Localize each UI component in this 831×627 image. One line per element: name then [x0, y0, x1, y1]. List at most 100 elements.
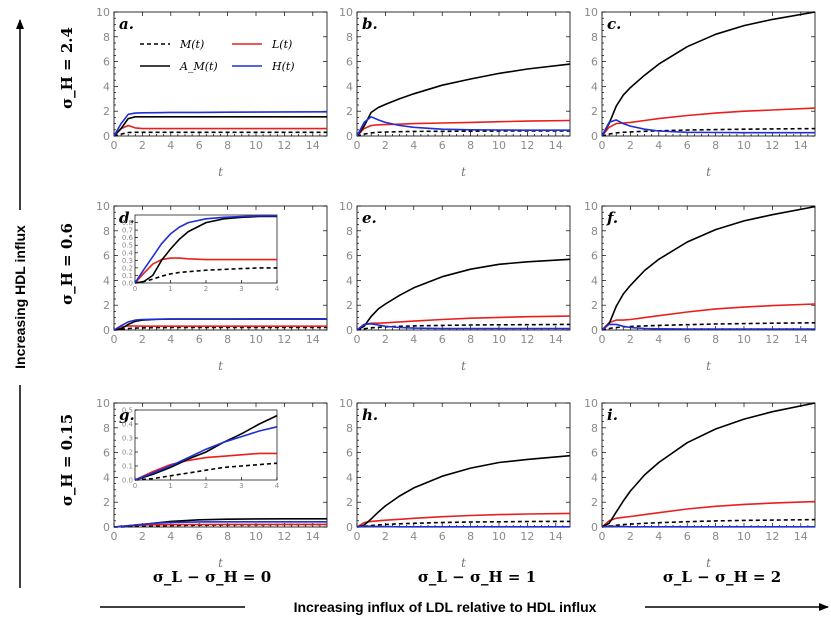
col-label-3: σ_L − σ_H = 2 [663, 568, 781, 586]
x-tick-label: 4 [655, 139, 662, 152]
x-tick-label: 8 [224, 139, 231, 152]
y-tick-label: 10 [339, 200, 353, 213]
panel-a-series-ht [113, 111, 328, 137]
y-tick-label: 6 [591, 56, 598, 69]
inset-x-tick-label: 0 [133, 285, 137, 293]
x-tick-label: 6 [439, 530, 446, 543]
x-tick-label: 14 [306, 333, 320, 346]
y-tick-label: 0 [103, 521, 110, 534]
y-tick-label: 0 [103, 130, 110, 143]
y-tick-label: 6 [103, 56, 110, 69]
y-tick-label: 6 [103, 447, 110, 460]
panel-c-series-amt [601, 11, 816, 137]
y-tick-label: 6 [346, 250, 353, 263]
panel-b: 0 2 4 6 8 10 0 2 4 6 8 10 12 14 t b. [339, 6, 571, 179]
panel-b-series-mt [356, 130, 570, 137]
row-label-1: σ_H = 2.4 [58, 27, 76, 109]
y-tick-label: 10 [584, 200, 598, 213]
panel-b-series-lt [356, 119, 571, 137]
legend-AM-label: A_M(t) [179, 60, 218, 73]
inset-y-tick-label: 0.1 [122, 463, 133, 471]
x-tick-label: 4 [167, 333, 174, 346]
x-tick-label: 0 [354, 530, 361, 543]
inset-g: 0.0 0.1 0.2 0.3 0.4 0.5 0 1 2 3 4 [122, 407, 280, 491]
x-tick-label: 10 [492, 530, 506, 543]
y-tick-label: 4 [103, 80, 110, 93]
x-tick-label: 12 [277, 139, 291, 152]
panel-label: g. [119, 406, 135, 424]
y-tick-label: 8 [103, 422, 110, 435]
x-axis-label: t [218, 359, 223, 373]
x-tick-label: 10 [737, 530, 751, 543]
x-axis-label: t [461, 359, 466, 373]
y-tick-label: 8 [591, 31, 598, 44]
panel-h-series-amt [356, 454, 571, 528]
plot-frame [601, 205, 816, 331]
panel-i-series-ht [601, 525, 815, 528]
panel-e-series-amt [356, 258, 571, 331]
panel-h-series-lt [356, 512, 571, 528]
x-tick-label: 8 [467, 333, 474, 346]
row-label-2: σ_H = 0.6 [58, 223, 76, 305]
x-tick-label: 12 [520, 333, 534, 346]
panel-f-series-lt [601, 303, 816, 331]
x-tick-label: 4 [410, 530, 417, 543]
y-tick-label: 2 [346, 496, 353, 509]
panel-i: 0 2 4 6 8 10 0 2 4 6 8 10 12 14 t i. [584, 397, 816, 570]
panel-label: f. [606, 209, 618, 227]
x-tick-label: 6 [196, 139, 203, 152]
panel-label: i. [607, 406, 618, 424]
y-tick-label: 8 [103, 31, 110, 44]
x-tick-label: 12 [765, 139, 779, 152]
inset-x-tick-label: 4 [275, 285, 280, 293]
inset-y-tick-label: 0.0 [122, 280, 133, 288]
x-arrow-label-bg [245, 596, 645, 618]
y-tick-label: 4 [346, 471, 353, 484]
inset-y-tick-label: 0.6 [122, 234, 134, 242]
x-axis-label: t [218, 165, 223, 179]
y-arrow-label: Increasing HDL influx [12, 225, 28, 369]
x-tick-label: 0 [111, 530, 118, 543]
panel-label: d. [119, 209, 135, 227]
y-tick-label: 2 [103, 105, 110, 118]
x-tick-label: 0 [354, 333, 361, 346]
panel-label: b. [362, 15, 378, 33]
panel-a-series-lt [113, 124, 327, 137]
legend: M(t) L(t) A_M(t) H(t) [140, 38, 295, 73]
x-tick-label: 14 [794, 139, 808, 152]
x-tick-label: 8 [224, 333, 231, 346]
x-tick-label: 0 [599, 333, 606, 346]
panel-i-series-amt [601, 402, 816, 528]
y-tick-label: 4 [103, 274, 110, 287]
y-tick-label: 4 [591, 274, 598, 287]
panel-a-series-mt [113, 131, 327, 137]
x-tick-label: 14 [549, 333, 563, 346]
panel-h: 0 2 4 6 8 10 0 2 4 6 8 10 12 14 t h. [339, 397, 571, 570]
x-tick-label: 8 [712, 333, 719, 346]
x-tick-label: 6 [684, 333, 691, 346]
inset-x-tick-label: 1 [168, 285, 172, 293]
inset-d: 0.00.10.20.30.40.50.60.70.8 0 1 2 3 4 [122, 214, 280, 293]
x-tick-label: 6 [439, 139, 446, 152]
row-label-3: σ_H = 0.15 [58, 414, 76, 506]
x-tick-label: 2 [627, 333, 634, 346]
panel-c-series-mt [601, 127, 816, 137]
y-tick-label: 0 [346, 521, 353, 534]
panel-c-series-ht [601, 119, 815, 137]
inset-y-tick-label: 0.2 [122, 264, 133, 272]
x-axis-label: t [461, 165, 466, 179]
panel-label: h. [362, 406, 378, 424]
y-tick-label: 10 [96, 200, 110, 213]
inset-g-series-mt [134, 462, 278, 481]
panel-f-series-amt [601, 205, 816, 331]
x-tick-label: 4 [410, 333, 417, 346]
y-tick-label: 4 [346, 80, 353, 93]
x-tick-label: 14 [794, 333, 808, 346]
inset-y-tick-label: 0.0 [122, 477, 133, 485]
x-tick-label: 4 [655, 530, 662, 543]
inset-x-tick-label: 1 [168, 482, 172, 490]
y-tick-label: 8 [346, 422, 353, 435]
x-tick-label: 14 [794, 530, 808, 543]
